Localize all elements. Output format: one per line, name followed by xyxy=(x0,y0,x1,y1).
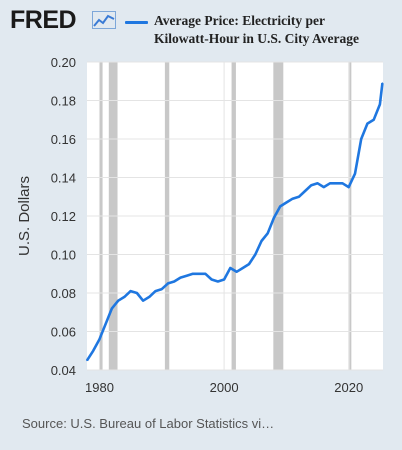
y-tick-label: 0.14 xyxy=(51,171,76,186)
line-chart-icon xyxy=(92,11,116,29)
y-tick-label: 0.12 xyxy=(51,209,76,224)
data-point xyxy=(104,323,107,325)
data-point xyxy=(129,290,132,292)
data-point xyxy=(235,271,238,273)
fred-logo: FRED xyxy=(10,6,77,34)
data-point xyxy=(323,186,325,188)
data-point xyxy=(167,282,169,285)
y-tick-label: 0.16 xyxy=(51,132,76,147)
data-point xyxy=(285,201,288,204)
y-tick-label: 0.10 xyxy=(51,248,76,263)
legend-label: Average Price: Electricity per Kilowatt-… xyxy=(154,12,394,48)
data-point xyxy=(217,280,219,283)
y-tick-label: 0.20 xyxy=(51,55,76,70)
data-point xyxy=(260,240,263,242)
y-axis-label: U.S. Dollars xyxy=(16,176,33,256)
line-chart: 0.04 0.06 0.08 0.10 0.12 0.14 0.16 0.18 0.20 198… xyxy=(16,55,384,395)
data-point xyxy=(266,232,269,235)
data-point xyxy=(86,359,88,362)
data-point xyxy=(123,296,126,298)
y-tick-label: 0.18 xyxy=(51,94,76,109)
data-point xyxy=(335,182,338,185)
x-tick-label: 2020 xyxy=(334,380,363,395)
data-point xyxy=(142,299,144,302)
data-point xyxy=(92,349,95,352)
y-tick-label: 0.08 xyxy=(51,286,76,301)
data-point xyxy=(310,184,313,186)
legend-label-line2: Kilowatt-Hour in U.S. City Average xyxy=(154,31,359,46)
data-point xyxy=(111,307,113,310)
data-point xyxy=(160,288,163,290)
data-point xyxy=(372,118,375,121)
data-point xyxy=(223,278,225,281)
data-point xyxy=(304,190,306,192)
data-point xyxy=(298,195,300,198)
x-tick-label: 1980 xyxy=(85,380,114,395)
data-point xyxy=(381,82,384,84)
gridlines xyxy=(87,61,383,371)
data-point xyxy=(241,267,244,269)
data-point xyxy=(136,292,138,294)
data-point xyxy=(273,217,275,219)
data-point xyxy=(254,253,257,256)
data-point xyxy=(229,267,232,269)
data-point xyxy=(360,138,362,140)
data-point xyxy=(198,272,200,275)
data-point xyxy=(341,182,344,185)
data-point xyxy=(248,263,250,265)
data-point xyxy=(210,278,213,281)
data-point xyxy=(366,122,369,125)
series-layer xyxy=(85,82,384,362)
data-point xyxy=(185,274,188,277)
chart-header: FRED Average Price: Electricity per Kilo… xyxy=(0,0,402,56)
data-point xyxy=(347,186,350,188)
y-tick-label: 0.04 xyxy=(51,363,76,378)
data-point xyxy=(148,296,151,298)
legend-label-line1: Average Price: Electricity per xyxy=(154,13,326,28)
data-point xyxy=(98,338,101,341)
y-axis-ticks: 0.04 0.06 0.08 0.10 0.12 0.14 0.16 0.18 0.20 xyxy=(51,55,76,378)
data-point xyxy=(379,103,381,106)
data-point xyxy=(279,205,281,208)
data-point xyxy=(192,272,194,275)
data-point xyxy=(291,197,294,200)
source-note: Source: U.S. Bureau of Labor Statistics … xyxy=(22,416,275,431)
x-tick-label: 2000 xyxy=(210,380,239,395)
data-point xyxy=(154,290,157,292)
y-tick-label: 0.06 xyxy=(51,325,76,340)
data-point xyxy=(316,182,319,185)
data-point xyxy=(204,272,207,275)
data-point xyxy=(117,299,119,302)
data-point xyxy=(329,182,331,185)
data-point xyxy=(179,276,182,279)
legend-swatch xyxy=(125,21,148,24)
x-axis-ticks: 1980 2000 2020 xyxy=(85,380,363,395)
data-point xyxy=(354,172,356,175)
data-point xyxy=(173,280,176,283)
